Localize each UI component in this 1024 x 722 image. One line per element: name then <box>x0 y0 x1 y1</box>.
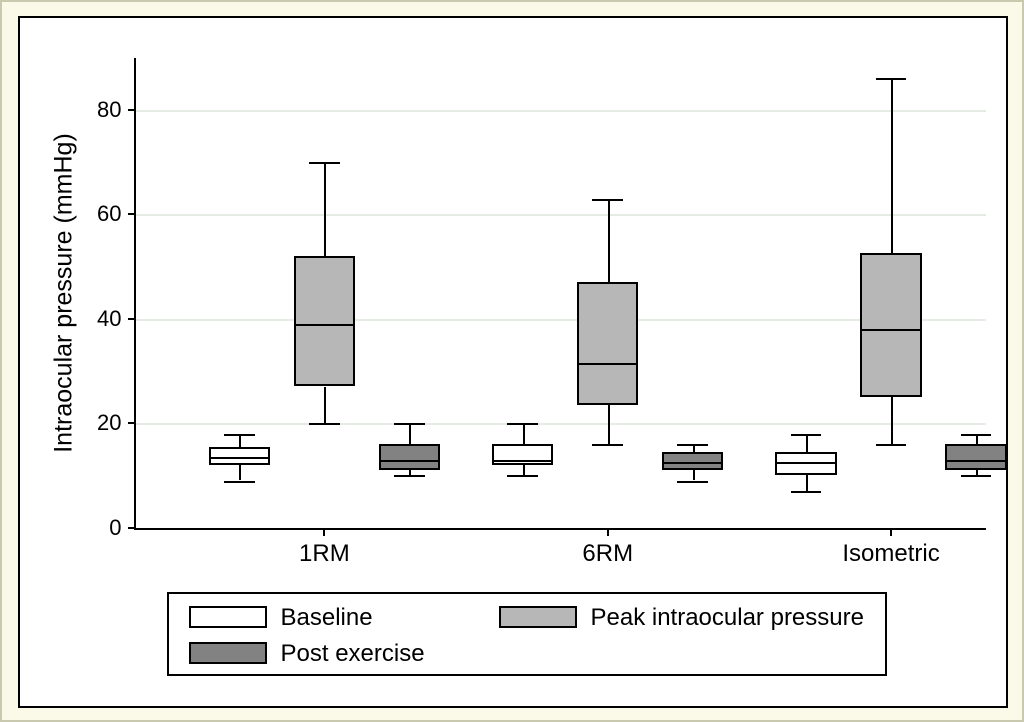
whisker <box>608 405 610 444</box>
whisker <box>693 470 695 480</box>
whisker-cap <box>224 434 255 436</box>
boxplot-box <box>662 452 723 470</box>
whisker-cap <box>394 475 425 477</box>
whisker-cap <box>224 481 255 483</box>
whisker-cap <box>507 475 538 477</box>
whisker-cap <box>592 444 623 446</box>
legend-swatch <box>499 606 577 628</box>
x-axis-line <box>134 528 986 530</box>
boxplot-box <box>492 444 553 465</box>
xtick-label: 6RM <box>582 540 633 568</box>
median-line <box>945 460 1006 462</box>
plot-area <box>136 58 986 528</box>
whisker-cap <box>309 423 340 425</box>
whisker <box>239 465 241 481</box>
ytick-mark <box>128 213 136 215</box>
legend-label: Peak intraocular pressure <box>591 604 864 632</box>
gridline <box>136 319 986 321</box>
chart-frame: Intraocular pressure (mmHg) Baseline Peak… <box>18 16 1008 708</box>
ytick-mark <box>128 422 136 424</box>
whisker-cap <box>961 475 992 477</box>
whisker <box>806 434 808 452</box>
whisker-cap <box>677 481 708 483</box>
boxplot-box <box>209 447 270 465</box>
boxplot-box <box>379 444 440 470</box>
figure-canvas: A Intraocular pressure (mmHg) BaselinePe… <box>0 0 1024 722</box>
whisker <box>523 423 525 444</box>
whisker-cap <box>876 444 907 446</box>
ytick-mark <box>128 318 136 320</box>
xtick-mark <box>607 528 609 536</box>
ytick-mark <box>128 527 136 529</box>
median-line <box>577 363 638 365</box>
y-axis-label: Intraocular pressure (mmHg) <box>49 133 78 453</box>
median-line <box>492 460 553 462</box>
whisker <box>324 387 326 424</box>
whisker-cap <box>791 434 822 436</box>
whisker-cap <box>507 423 538 425</box>
whisker <box>409 423 411 444</box>
xtick-label: Isometric <box>842 540 939 568</box>
whisker-cap <box>394 423 425 425</box>
whisker-cap <box>791 491 822 493</box>
legend-swatch <box>189 642 267 664</box>
median-line <box>294 324 355 326</box>
whisker-cap <box>876 78 907 80</box>
whisker <box>608 199 610 283</box>
ytick-label: 20 <box>82 410 122 436</box>
whisker-cap <box>677 444 708 446</box>
y-axis-line <box>134 58 136 528</box>
boxplot-box <box>294 256 355 387</box>
boxplot-box <box>860 253 921 397</box>
median-line <box>379 460 440 462</box>
whisker <box>806 475 808 491</box>
ytick-label: 60 <box>82 201 122 227</box>
median-line <box>860 329 921 331</box>
ytick-label: 80 <box>82 97 122 123</box>
ytick-label: 0 <box>82 515 122 541</box>
legend-label: Post exercise <box>281 640 425 668</box>
whisker-cap <box>309 162 340 164</box>
gridline <box>136 214 986 216</box>
median-line <box>209 457 270 459</box>
ytick-mark <box>128 109 136 111</box>
legend-label: Baseline <box>281 604 373 632</box>
gridline <box>136 110 986 112</box>
median-line <box>775 462 836 464</box>
xtick-mark <box>890 528 892 536</box>
legend-box: Baseline Peak intraocular pressure Post ex… <box>167 592 887 676</box>
whisker <box>324 162 326 256</box>
ytick-label: 40 <box>82 306 122 332</box>
whisker-cap <box>592 199 623 201</box>
whisker <box>891 78 893 253</box>
legend-swatch <box>189 606 267 628</box>
xtick-label: 1RM <box>299 540 350 568</box>
gridline <box>136 423 986 425</box>
whisker-cap <box>961 434 992 436</box>
boxplot-box <box>945 444 1006 470</box>
median-line <box>662 462 723 464</box>
whisker <box>891 397 893 444</box>
xtick-mark <box>323 528 325 536</box>
boxplot-box <box>577 282 638 405</box>
whisker <box>523 465 525 475</box>
